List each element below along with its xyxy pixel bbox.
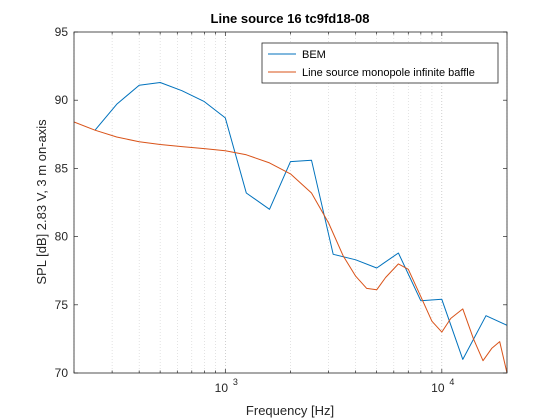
x-tick-label: 10 [431,381,445,395]
series-layer [74,82,507,373]
plot-area [74,32,507,373]
y-tick-label: 70 [55,366,69,380]
y-tick-label: 85 [55,161,69,175]
y-axis-title: SPL [dB] 2.83 V, 3 m on-axis [34,119,49,285]
legend-label-line-source: Line source monopole infinite baffle [302,67,475,79]
y-tick-label: 75 [55,298,69,312]
chart-title: Line source 16 tc9fd18-08 [211,11,370,26]
y-tick-label: 95 [55,25,69,39]
legend-box [261,42,499,84]
x-tick-label: 10 [215,381,229,395]
y-tick-label: 80 [55,230,69,244]
x-tick-label-exponent: 3 [233,377,238,387]
x-axis-title: Frequency [Hz] [246,403,334,418]
x-tick-label-exponent: 4 [449,377,454,387]
legend-label-bem: BEM [302,49,326,61]
tick-labels: 70 75 80 85 90 95 10 3 10 4 [55,25,455,395]
series-line-line-source [74,121,507,373]
series-line-bem [94,82,507,360]
y-tick-label: 90 [55,93,69,107]
legend: BEM Line source monopole infinite baffle [261,42,499,84]
axis-ticks [73,31,508,374]
